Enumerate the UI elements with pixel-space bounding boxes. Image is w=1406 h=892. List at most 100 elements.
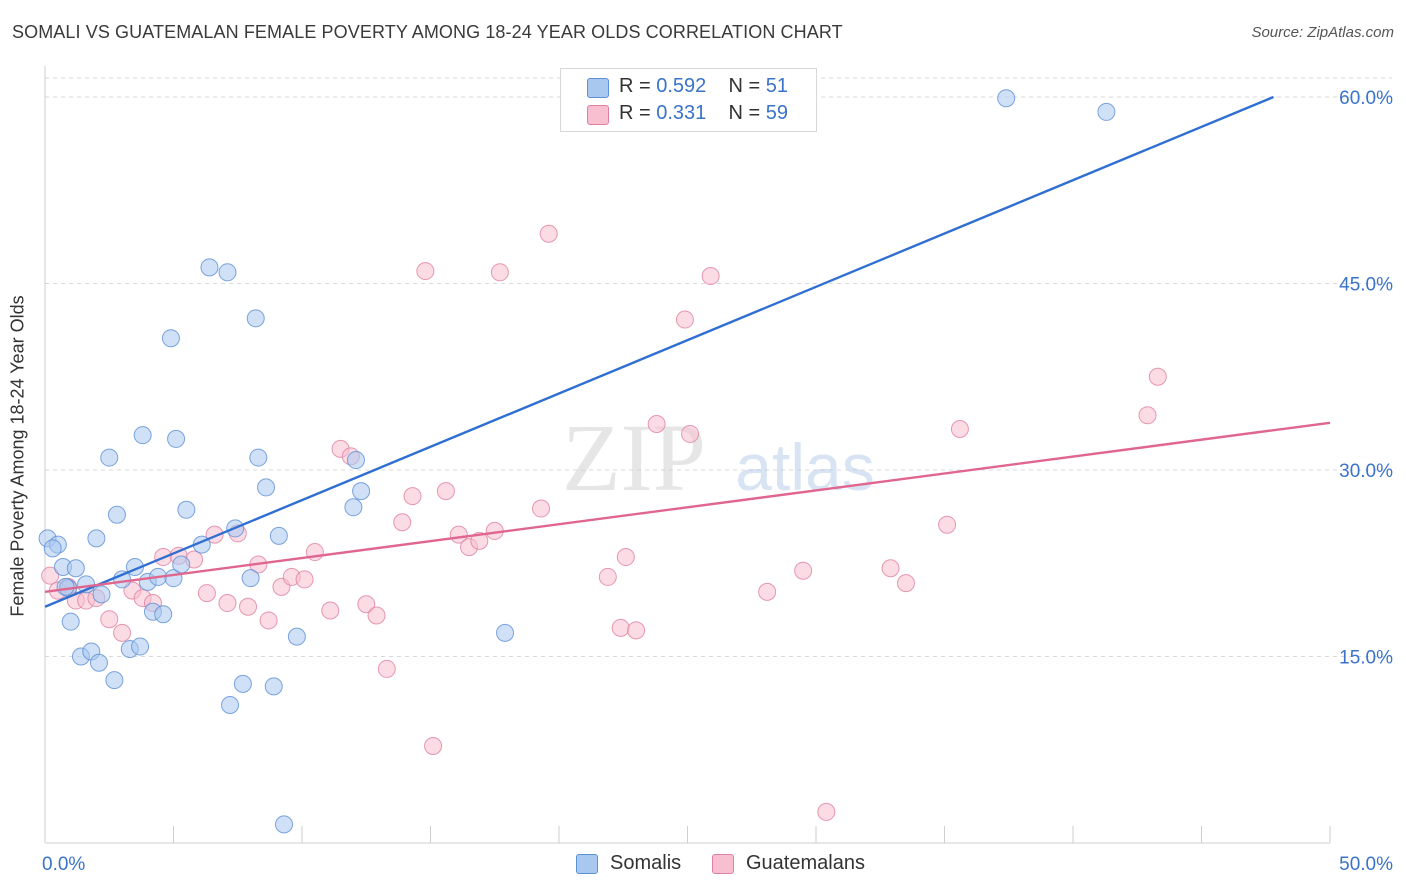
guatemalan-point	[950, 419, 969, 438]
guatemalan-point	[532, 499, 551, 518]
axes	[44, 66, 1331, 844]
guatemalan-point	[938, 515, 957, 534]
somali-point	[56, 577, 75, 596]
guatemalan-point	[259, 611, 278, 630]
guatemalan-point	[470, 531, 489, 550]
somali-point	[105, 671, 124, 690]
guatemalan-point	[367, 606, 386, 625]
somali-point	[496, 623, 515, 642]
grid-lines	[45, 77, 1392, 657]
guatemalan-point	[1138, 406, 1157, 425]
correlation-legend: R = 0.592 N = 51 R = 0.331 N = 59	[560, 68, 817, 132]
somali-n-label: N =	[728, 75, 766, 97]
guatemalan-point	[436, 482, 455, 501]
guatemalan-point	[1148, 367, 1167, 386]
somali-point	[172, 555, 191, 574]
guatemalan-r-label: R =	[619, 102, 657, 124]
guatemalan-point	[794, 561, 813, 580]
guatemalan-point	[41, 566, 60, 585]
somali-point	[233, 674, 252, 693]
guatemalan-point	[321, 601, 340, 620]
guatemalan-point	[403, 487, 422, 506]
watermark-zip: ZIP	[562, 404, 706, 511]
somali-point	[43, 539, 62, 558]
guatemalan-point	[758, 582, 777, 601]
guatemalan-point	[490, 263, 509, 282]
guatemalan-point	[239, 597, 258, 616]
guatemalan-point	[647, 414, 666, 433]
x-tick-label: 0.0%	[42, 854, 85, 875]
somali-point	[87, 529, 106, 548]
somali-point	[221, 695, 240, 714]
guatemalan-point	[424, 737, 443, 756]
trendlines	[44, 95, 1331, 608]
guatemalan-trendline	[44, 421, 1331, 594]
guatemalan-point	[393, 513, 412, 532]
somali-point	[107, 505, 126, 524]
somali-point	[61, 612, 80, 631]
somali-point	[218, 263, 237, 282]
guatemalan-point	[611, 618, 630, 637]
somali-r-label: R =	[619, 75, 657, 97]
somali-point	[344, 498, 363, 517]
guatemalan-point	[377, 659, 396, 678]
somali-point	[352, 482, 371, 501]
somali-point	[161, 329, 180, 348]
guatemalan-point	[681, 424, 700, 443]
somali-point	[287, 627, 306, 646]
somali-point	[133, 426, 152, 445]
somali-n-value: 51	[765, 75, 789, 97]
somali-point	[246, 309, 265, 328]
guatemalan-r-value: 0.331	[656, 102, 707, 124]
guatemalan-point	[817, 802, 836, 821]
somali-trendline	[44, 95, 1274, 608]
somalis-legend-swatch	[576, 854, 598, 874]
somali-point	[257, 478, 276, 497]
guatemalan-swatch	[587, 105, 609, 125]
guatemalan-point	[896, 574, 915, 593]
guatemalan-point	[539, 224, 558, 243]
somali-point	[177, 500, 196, 519]
guatemalan-point	[218, 594, 237, 613]
y-tick-label: 30.0%	[1339, 461, 1393, 482]
guatemalan-point	[416, 262, 435, 281]
guatemalan-point	[598, 567, 617, 586]
guatemalan-point	[295, 570, 314, 589]
tick-labels: 15.0% 30.0% 45.0% 60.0% 0.0% 50.0%	[42, 88, 1393, 875]
y-tick-label: 15.0%	[1339, 648, 1393, 669]
somali-point	[997, 89, 1016, 108]
somali-point	[131, 637, 150, 656]
somali-r-value: 0.592	[656, 75, 707, 97]
y-tick-label: 60.0%	[1339, 88, 1393, 109]
somalis-legend-label: Somalis	[610, 852, 682, 874]
somali-point	[200, 258, 219, 277]
guatemalan-point	[113, 623, 132, 642]
somali-point	[275, 815, 294, 834]
guatemalan-point	[197, 584, 216, 603]
somali-point	[100, 448, 119, 467]
somali-point	[1097, 102, 1116, 121]
somali-point	[89, 653, 108, 672]
chart-title: SOMALI VS GUATEMALAN FEMALE POVERTY AMON…	[12, 22, 843, 42]
watermark: ZIP atlas	[562, 404, 875, 511]
guatemalans-legend-label: Guatemalans	[746, 852, 865, 874]
guatemalan-point	[675, 310, 694, 329]
guatemalans-legend-swatch	[712, 854, 734, 874]
somali-point	[241, 569, 260, 588]
somali-point	[249, 448, 268, 467]
guatemalan-point	[701, 267, 720, 286]
guatemalan-point	[627, 621, 646, 640]
somali-point	[92, 585, 111, 604]
somali-point	[154, 605, 173, 624]
guatemalan-point	[881, 559, 900, 578]
source-label: Source: ZipAtlas.com	[1251, 24, 1394, 41]
somali-point	[264, 677, 283, 696]
x-tick-label: 50.0%	[1339, 854, 1393, 875]
guatemalan-point	[357, 595, 376, 614]
somali-point	[269, 526, 288, 545]
somali-point	[346, 451, 365, 470]
somali-point	[167, 429, 186, 448]
y-tick-label: 45.0%	[1339, 275, 1393, 296]
guatemalan-point	[100, 610, 119, 629]
